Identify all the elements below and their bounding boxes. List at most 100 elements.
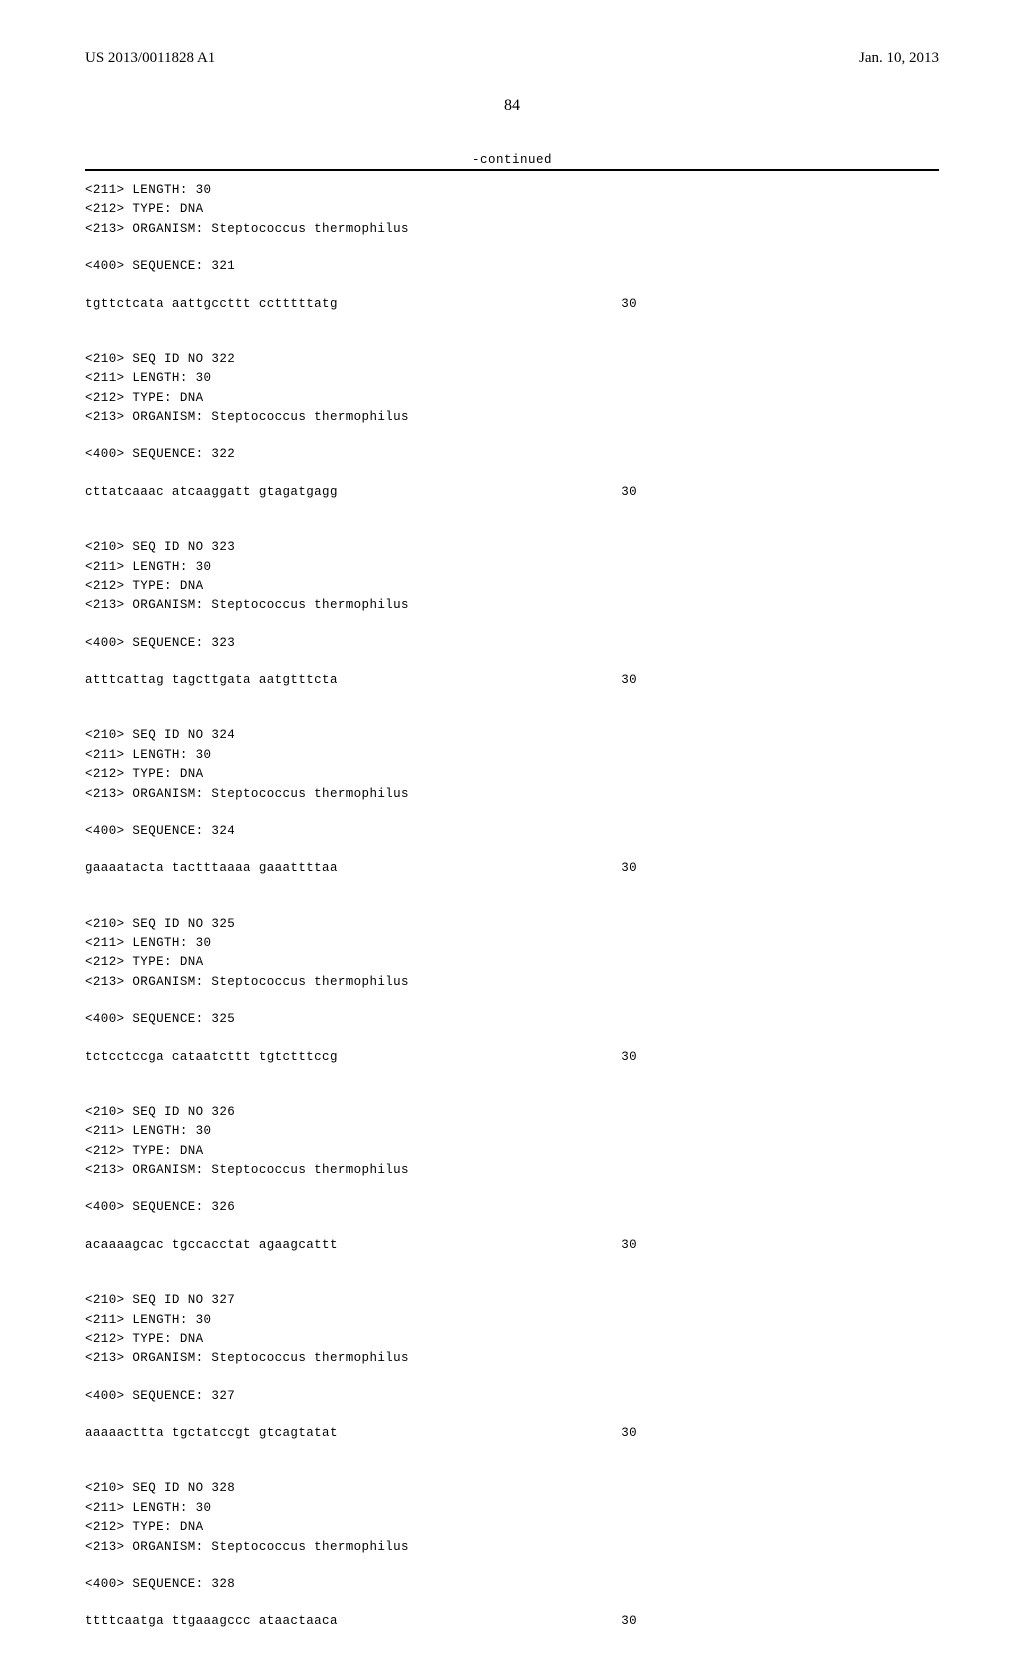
spacer — [85, 1369, 939, 1387]
sequence-row: ttttcaatga ttgaaagccc ataactaaca 30 — [85, 1612, 645, 1631]
seq-line: <211> LENGTH: 30 — [85, 181, 939, 200]
sequence-row: atttcattag tagcttgata aatgtttcta 30 — [85, 671, 645, 690]
seq-line: <212> TYPE: DNA — [85, 765, 939, 784]
seq-line: <400> SEQUENCE: 323 — [85, 634, 939, 653]
sequence-count: 30 — [621, 671, 645, 690]
sequence-text: aaaaacttta tgctatccgt gtcagtatat — [85, 1424, 338, 1443]
spacer — [85, 332, 939, 350]
seq-line: <211> LENGTH: 30 — [85, 746, 939, 765]
seq-line: <400> SEQUENCE: 324 — [85, 822, 939, 841]
sequence-text: acaaaagcac tgccacctat agaagcattt — [85, 1236, 338, 1255]
spacer — [85, 1180, 939, 1198]
spacer — [85, 1461, 939, 1479]
spacer — [85, 708, 939, 726]
sequence-block: <210> SEQ ID NO 324<211> LENGTH: 30<212>… — [85, 726, 939, 878]
spacer — [85, 1218, 939, 1236]
spacer — [85, 1406, 939, 1424]
sequence-block: <210> SEQ ID NO 327<211> LENGTH: 30<212>… — [85, 1291, 939, 1443]
page-number: 84 — [85, 97, 939, 115]
continued-label: -continued — [85, 153, 939, 167]
seq-line: <210> SEQ ID NO 324 — [85, 726, 939, 745]
spacer — [85, 1557, 939, 1575]
sequence-block: <210> SEQ ID NO 328<211> LENGTH: 30<212>… — [85, 1479, 939, 1631]
spacer — [85, 427, 939, 445]
publication-date: Jan. 10, 2013 — [859, 50, 939, 67]
page-header: US 2013/0011828 A1 Jan. 10, 2013 — [85, 50, 939, 67]
spacer — [85, 239, 939, 257]
sequence-block: <210> SEQ ID NO 326<211> LENGTH: 30<212>… — [85, 1103, 939, 1255]
seq-line: <213> ORGANISM: Steptococcus thermophilu… — [85, 1538, 939, 1557]
spacer — [85, 277, 939, 295]
seq-line: <211> LENGTH: 30 — [85, 1311, 939, 1330]
seq-line: <212> TYPE: DNA — [85, 577, 939, 596]
horizontal-rule — [85, 169, 939, 171]
seq-line: <211> LENGTH: 30 — [85, 1499, 939, 1518]
spacer — [85, 804, 939, 822]
sequence-text: ttttcaatga ttgaaagccc ataactaaca — [85, 1612, 338, 1631]
seq-line: <210> SEQ ID NO 328 — [85, 1479, 939, 1498]
publication-number: US 2013/0011828 A1 — [85, 50, 215, 67]
sequence-row: acaaaagcac tgccacctat agaagcattt 30 — [85, 1236, 645, 1255]
sequence-row: tgttctcata aattgccttt cctttttatg 30 — [85, 295, 645, 314]
seq-line: <213> ORGANISM: Steptococcus thermophilu… — [85, 1161, 939, 1180]
sequence-block: <210> SEQ ID NO 325<211> LENGTH: 30<212>… — [85, 915, 939, 1067]
seq-line: <400> SEQUENCE: 321 — [85, 257, 939, 276]
seq-line: <211> LENGTH: 30 — [85, 558, 939, 577]
spacer — [85, 1273, 939, 1291]
sequence-text: cttatcaaac atcaaggatt gtagatgagg — [85, 483, 338, 502]
sequence-row: gaaaatacta tactttaaaa gaaattttaa 30 — [85, 859, 645, 878]
sequence-count: 30 — [621, 1612, 645, 1631]
spacer — [85, 653, 939, 671]
spacer — [85, 1594, 939, 1612]
seq-line: <210> SEQ ID NO 322 — [85, 350, 939, 369]
spacer — [85, 841, 939, 859]
sequence-count: 30 — [621, 1048, 645, 1067]
sequence-row: cttatcaaac atcaaggatt gtagatgagg 30 — [85, 483, 645, 502]
spacer — [85, 616, 939, 634]
sequence-row: aaaaacttta tgctatccgt gtcagtatat 30 — [85, 1424, 645, 1443]
sequence-text: gaaaatacta tactttaaaa gaaattttaa — [85, 859, 338, 878]
spacer — [85, 465, 939, 483]
patent-page: US 2013/0011828 A1 Jan. 10, 2013 84 -con… — [0, 0, 1024, 1320]
seq-line: <210> SEQ ID NO 323 — [85, 538, 939, 557]
seq-line: <400> SEQUENCE: 325 — [85, 1010, 939, 1029]
seq-line: <212> TYPE: DNA — [85, 1330, 939, 1349]
seq-line: <212> TYPE: DNA — [85, 953, 939, 972]
seq-line: <400> SEQUENCE: 327 — [85, 1387, 939, 1406]
seq-line: <213> ORGANISM: Steptococcus thermophilu… — [85, 973, 939, 992]
seq-line: <212> TYPE: DNA — [85, 1518, 939, 1537]
seq-line: <210> SEQ ID NO 326 — [85, 1103, 939, 1122]
seq-line: <212> TYPE: DNA — [85, 1142, 939, 1161]
spacer — [85, 1650, 939, 1668]
seq-line: <211> LENGTH: 30 — [85, 369, 939, 388]
sequence-count: 30 — [621, 859, 645, 878]
seq-line: <210> SEQ ID NO 327 — [85, 1291, 939, 1310]
sequence-count: 30 — [621, 295, 645, 314]
seq-line: <213> ORGANISM: Steptococcus thermophilu… — [85, 596, 939, 615]
sequence-block: <210> SEQ ID NO 323<211> LENGTH: 30<212>… — [85, 538, 939, 690]
sequence-text: tgttctcata aattgccttt cctttttatg — [85, 295, 338, 314]
seq-line: <213> ORGANISM: Steptococcus thermophilu… — [85, 220, 939, 239]
spacer — [85, 1030, 939, 1048]
sequence-count: 30 — [621, 483, 645, 502]
sequence-text: tctcctccga cataatcttt tgtctttccg — [85, 1048, 338, 1067]
seq-line: <213> ORGANISM: Steptococcus thermophilu… — [85, 1349, 939, 1368]
seq-line: <212> TYPE: DNA — [85, 200, 939, 219]
sequence-count: 30 — [621, 1236, 645, 1255]
seq-line: <400> SEQUENCE: 326 — [85, 1198, 939, 1217]
seq-line: <213> ORGANISM: Steptococcus thermophilu… — [85, 408, 939, 427]
spacer — [85, 992, 939, 1010]
sequence-row: tctcctccga cataatcttt tgtctttccg 30 — [85, 1048, 645, 1067]
sequence-text: atttcattag tagcttgata aatgtttcta — [85, 671, 338, 690]
seq-line: <400> SEQUENCE: 322 — [85, 445, 939, 464]
seq-line: <210> SEQ ID NO 325 — [85, 915, 939, 934]
sequence-block: <210> SEQ ID NO 322<211> LENGTH: 30<212>… — [85, 350, 939, 502]
seq-line: <211> LENGTH: 30 — [85, 1122, 939, 1141]
seq-line: <400> SEQUENCE: 328 — [85, 1575, 939, 1594]
spacer — [85, 520, 939, 538]
spacer — [85, 897, 939, 915]
sequence-count: 30 — [621, 1424, 645, 1443]
spacer — [85, 1085, 939, 1103]
seq-line: <213> ORGANISM: Steptococcus thermophilu… — [85, 785, 939, 804]
sequence-block: <211> LENGTH: 30<212> TYPE: DNA<213> ORG… — [85, 181, 939, 314]
